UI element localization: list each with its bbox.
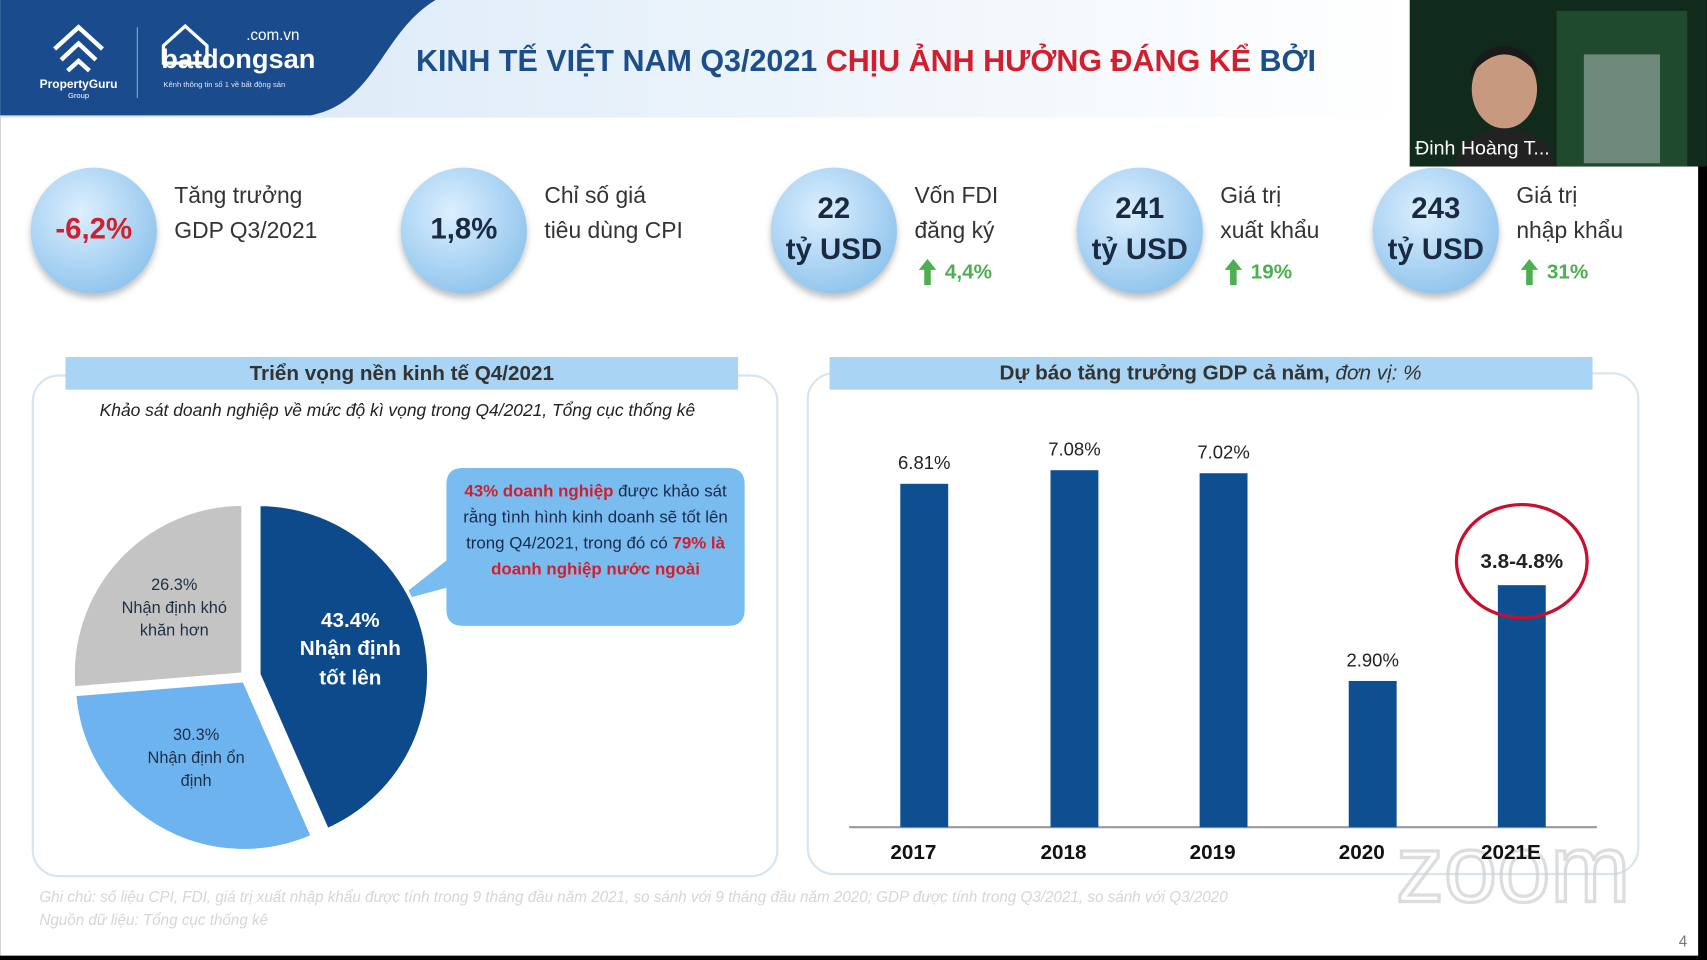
up-arrow <box>1520 259 1539 286</box>
slice-value: 26.3% <box>151 575 198 595</box>
video-building <box>1583 54 1661 164</box>
bar-title-text: Dự báo tăng trưởng GDP cả năm, <box>999 362 1329 385</box>
stat-label: Giá trị <box>1220 182 1281 208</box>
logo-text: Group <box>68 91 89 100</box>
logo-tagline: Kênh thông tin số 1 về bất động sản <box>163 80 285 89</box>
title-part: BỞI <box>1260 42 1316 78</box>
video-body <box>1453 128 1557 167</box>
stat-change: 31% <box>1547 261 1588 284</box>
stat-value: 22 <box>818 192 851 225</box>
bar-value-label: 3.8-4.8% <box>1480 550 1563 573</box>
participant-name: Đinh Hoàng T... <box>1415 137 1550 159</box>
source-note: Nguồn dữ liệu: Tổng cục thống kê <box>39 912 268 929</box>
title-part: KINH TẾ VIỆT NAM Q3/2021 <box>416 42 817 78</box>
slice-label: 30.3% Nhận định ổn định <box>142 724 251 793</box>
slice-category: Nhận định ổn định <box>147 748 245 791</box>
stat-circle <box>30 167 157 294</box>
slide-title: KINH TẾ VIỆT NAM Q3/2021 CHỊU ẢNH HƯỞNG … <box>416 42 1316 78</box>
logo-text: PropertyGuru <box>40 77 118 91</box>
callout-highlight: 79% là doanh nghiệp nước ngoài <box>491 534 725 580</box>
stat-label: GDP Q3/2021 <box>174 217 317 243</box>
callout-highlight: 43% doanh nghiệp <box>464 482 614 501</box>
footnote: Ghi chú: số liệu CPI, FDI, giá trị xuất … <box>39 889 1228 906</box>
stat-value: 243 <box>1411 192 1460 225</box>
header-logo-area <box>0 0 436 116</box>
bar <box>1050 470 1099 828</box>
stat-label: xuất khẩu <box>1220 217 1319 243</box>
batdongsan-icon <box>161 23 209 65</box>
up-arrow <box>1224 259 1243 286</box>
pie-slice <box>72 679 315 853</box>
bar-value-label: 6.81% <box>898 452 950 473</box>
stat-circle <box>1372 167 1499 294</box>
bar-value-label: 7.02% <box>1197 442 1249 463</box>
stat-label: đăng ký <box>914 217 995 243</box>
x-tick-label: 2020 <box>1339 841 1385 864</box>
slice-value: 43.4% <box>321 609 380 633</box>
propertyguru-icon <box>53 24 104 73</box>
stat-value: tỷ USD <box>1388 233 1484 266</box>
stat-label: Tăng trưởng <box>174 182 302 208</box>
x-tick-label: 2018 <box>1041 841 1087 864</box>
slice-label-text: 43.4% Nhận định tốt lên <box>285 607 416 694</box>
bar-value-label: 2.90% <box>1346 649 1398 670</box>
stat-change: 19% <box>1251 261 1292 284</box>
slice-value: 30.3% <box>172 726 220 745</box>
highlight-ring <box>1454 502 1589 620</box>
slice-category: Nhận định tốt lên <box>299 638 401 691</box>
pie-slice <box>257 502 431 832</box>
stat-value: 1,8% <box>430 213 497 246</box>
x-tick-label: 2021E <box>1481 841 1541 864</box>
x-tick-label: 2019 <box>1190 841 1236 864</box>
pie-subtitle: Khảo sát doanh nghiệp về mức độ kì vọng … <box>100 400 696 420</box>
logo-text: .com.vn <box>246 27 299 44</box>
pie-title: Triển vọng nền kinh tế Q4/2021 <box>250 362 554 385</box>
slice-label-text: 30.3% Nhận định ổn định <box>142 724 251 793</box>
up-arrow <box>918 259 937 286</box>
slice-label-text: 26.3% Nhận định khó khăn hơn <box>120 574 229 643</box>
stat-label: Vốn FDI <box>914 182 998 208</box>
x-tick-label: 2017 <box>890 841 936 864</box>
bar-unit: đơn vị: % <box>1335 362 1421 385</box>
bar <box>1497 585 1546 828</box>
bar-title: Dự báo tăng trưởng GDP cả năm, đơn vị: % <box>999 362 1421 385</box>
bar <box>1199 473 1248 828</box>
stat-label: nhập khẩu <box>1516 217 1623 243</box>
video-tile: Đinh Hoàng T... <box>1409 0 1707 167</box>
video-hair <box>1469 45 1540 77</box>
bar <box>900 483 949 828</box>
stat-value: 241 <box>1115 192 1164 225</box>
stat-change: 4,4% <box>945 261 992 284</box>
callout-bubble <box>394 468 745 626</box>
page-number: 4 <box>1679 934 1688 951</box>
logo-text: batdongsan <box>161 43 315 74</box>
slice-category: Nhận định khó khăn hơn <box>121 598 227 641</box>
pie-title-bar <box>65 357 739 390</box>
stat-label: Giá trị <box>1516 182 1577 208</box>
zoom-watermark: zoom <box>1396 815 1630 922</box>
stat-circle <box>400 167 527 294</box>
pie-slice <box>71 502 245 690</box>
bar-value-label: 7.08% <box>1048 439 1100 460</box>
bar <box>1348 680 1397 828</box>
bar-title-bar <box>829 357 1593 390</box>
callout-body: được khảo sát rằng tình hình kinh doanh … <box>463 482 728 553</box>
stat-value: tỷ USD <box>1092 233 1188 266</box>
callout-text: 43% doanh nghiệp được khảo sát rằng tình… <box>455 479 736 583</box>
slice-label: 26.3% Nhận định khó khăn hơn <box>120 574 229 643</box>
stat-label: Chỉ số giá <box>544 182 646 208</box>
stat-value: tỷ USD <box>786 233 882 266</box>
slice-label: 43.4% Nhận định tốt lên <box>285 607 416 694</box>
callout-box: 43% doanh nghiệp được khảo sát rằng tình… <box>455 479 736 583</box>
video-face <box>1471 50 1538 129</box>
stat-value: -6,2% <box>55 213 132 246</box>
title-highlight: CHỊU ẢNH HƯỞNG ĐÁNG KỂ <box>826 42 1251 78</box>
stat-label: tiêu dùng CPI <box>544 217 682 243</box>
stat-circle <box>770 167 898 294</box>
stat-circle <box>1076 167 1203 294</box>
